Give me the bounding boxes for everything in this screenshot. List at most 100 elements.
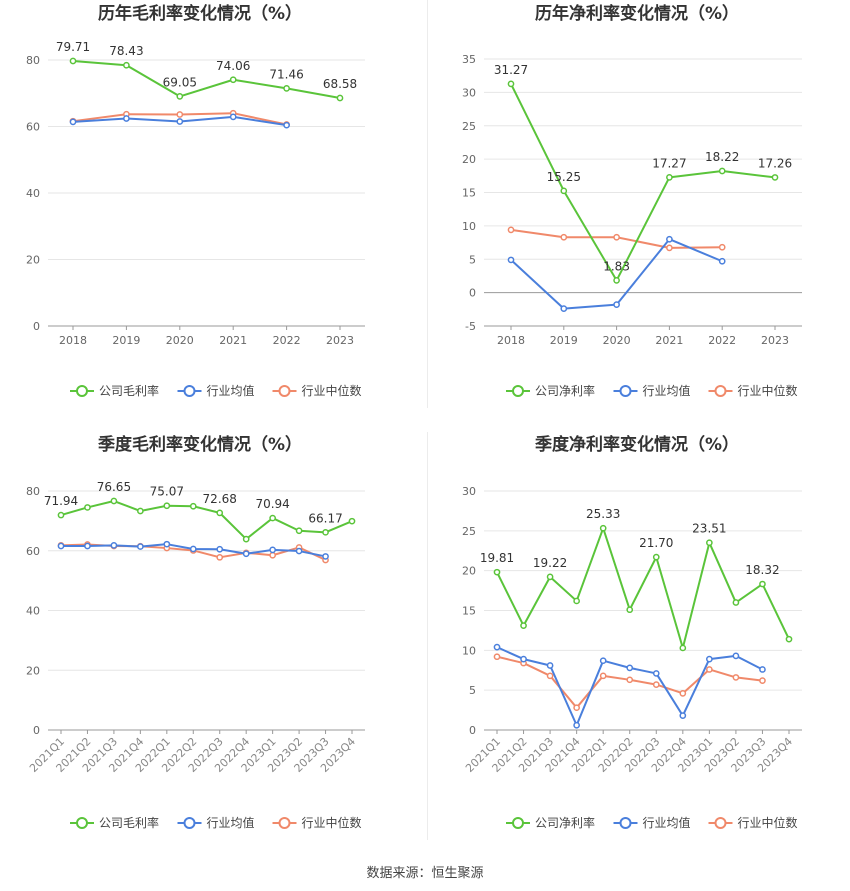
- data-point: [216, 509, 224, 517]
- data-point: [520, 622, 527, 629]
- data-point: [546, 573, 554, 581]
- legend-label: 公司毛利率: [99, 815, 159, 830]
- legend-label: 公司净利率: [535, 383, 595, 398]
- legend-marker: [76, 817, 88, 829]
- data-point: [732, 599, 740, 606]
- x-tick-label: 2023: [761, 334, 789, 347]
- data-point: [137, 543, 144, 550]
- panel-divider-bottom: [427, 432, 428, 840]
- data-point: [759, 666, 766, 673]
- data-point: [666, 235, 673, 243]
- data-label: 72.68: [203, 492, 237, 506]
- data-label: 71.46: [269, 67, 303, 81]
- legend-label: 行业中位数: [738, 383, 798, 398]
- legend-label: 行业均值: [207, 815, 255, 830]
- data-point: [229, 76, 237, 84]
- data-point: [137, 507, 144, 515]
- x-tick-label: 2021: [655, 334, 683, 347]
- data-point: [626, 676, 634, 684]
- chart-title: 历年毛利率变化情况（%）: [98, 3, 302, 24]
- data-point: [546, 662, 554, 669]
- legend-marker: [278, 817, 291, 829]
- data-point: [269, 546, 276, 554]
- legend-marker: [183, 385, 196, 397]
- y-tick-label: 15: [462, 605, 476, 618]
- data-point: [599, 657, 607, 665]
- chart-title: 季度净利率变化情况（%）: [535, 434, 739, 455]
- data-label: 79.71: [56, 40, 90, 54]
- legend-marker: [619, 817, 632, 829]
- legend-item-3: 行业中位数: [708, 383, 798, 398]
- data-point: [759, 580, 766, 588]
- y-tick-label: 40: [26, 187, 40, 200]
- y-tick-label: 0: [469, 724, 476, 737]
- legend-item-2: 行业均值: [613, 383, 691, 398]
- data-point: [520, 655, 527, 663]
- legend-label: 行业中位数: [302, 815, 362, 830]
- data-label: 78.43: [109, 44, 143, 58]
- data-point: [493, 568, 501, 576]
- chart-title: 历年净利率变化情况（%）: [535, 3, 739, 24]
- series-line-1: [496, 527, 790, 649]
- data-label: 66.17: [308, 511, 342, 525]
- y-tick-label: 80: [26, 54, 40, 67]
- data-point: [123, 61, 130, 69]
- x-tick-label: 2018: [59, 334, 87, 347]
- panel-divider-top: [427, 0, 428, 408]
- data-point: [163, 502, 171, 510]
- data-point: [573, 704, 580, 712]
- data-label: 17.26: [758, 156, 792, 170]
- data-point: [666, 173, 673, 181]
- legend-label: 行业中位数: [738, 815, 798, 830]
- data-point: [679, 644, 687, 652]
- data-label: 70.94: [255, 497, 289, 511]
- data-point: [599, 524, 607, 532]
- data-point: [706, 655, 713, 663]
- y-tick-label: 40: [26, 605, 40, 618]
- x-tick-label: 2019: [550, 334, 578, 347]
- series-line-2: [510, 238, 723, 310]
- y-tick-label: 30: [462, 485, 476, 498]
- data-point: [283, 121, 290, 129]
- data-label: 31.27: [494, 63, 528, 77]
- legend-label: 行业均值: [643, 383, 691, 398]
- legend-item-3: 行业中位数: [708, 815, 798, 830]
- data-label: 74.06: [216, 59, 250, 73]
- data-point: [336, 94, 344, 102]
- y-tick-label: 0: [33, 724, 40, 737]
- data-point: [57, 542, 65, 550]
- x-tick-label: 2021: [219, 334, 247, 347]
- x-tick-label: 2022: [273, 334, 301, 347]
- series-line-2: [496, 646, 763, 727]
- data-label: 25.33: [586, 507, 620, 521]
- data-label: 75.07: [150, 485, 184, 499]
- data-point: [652, 670, 660, 677]
- data-point: [123, 115, 130, 122]
- data-label: 76.65: [97, 480, 131, 494]
- data-point: [732, 652, 740, 660]
- y-tick-label: 30: [462, 86, 476, 99]
- data-point: [322, 553, 329, 560]
- data-point: [573, 597, 580, 605]
- y-tick-label: -5: [465, 320, 476, 333]
- y-tick-label: 5: [469, 684, 476, 697]
- data-label: 15.25: [547, 170, 581, 184]
- y-tick-label: 25: [462, 525, 476, 538]
- legend-item-1: 公司净利率: [506, 383, 595, 398]
- y-tick-label: 0: [33, 320, 40, 333]
- legend-item-2: 行业均值: [177, 383, 255, 398]
- data-point: [599, 672, 607, 680]
- legend-item-2: 行业均值: [613, 815, 691, 830]
- data-point: [229, 113, 237, 121]
- y-tick-label: 25: [462, 120, 476, 133]
- y-tick-label: 10: [462, 644, 476, 657]
- legend-marker: [183, 817, 196, 829]
- legend-marker: [714, 817, 727, 829]
- x-tick-label: 2020: [166, 334, 194, 347]
- legend-label: 公司净利率: [535, 815, 595, 830]
- legend-label: 行业中位数: [302, 383, 362, 398]
- y-tick-label: 20: [26, 664, 40, 677]
- data-point: [348, 517, 356, 525]
- data-label: 69.05: [163, 75, 197, 89]
- legend-item-1: 公司毛利率: [70, 815, 159, 830]
